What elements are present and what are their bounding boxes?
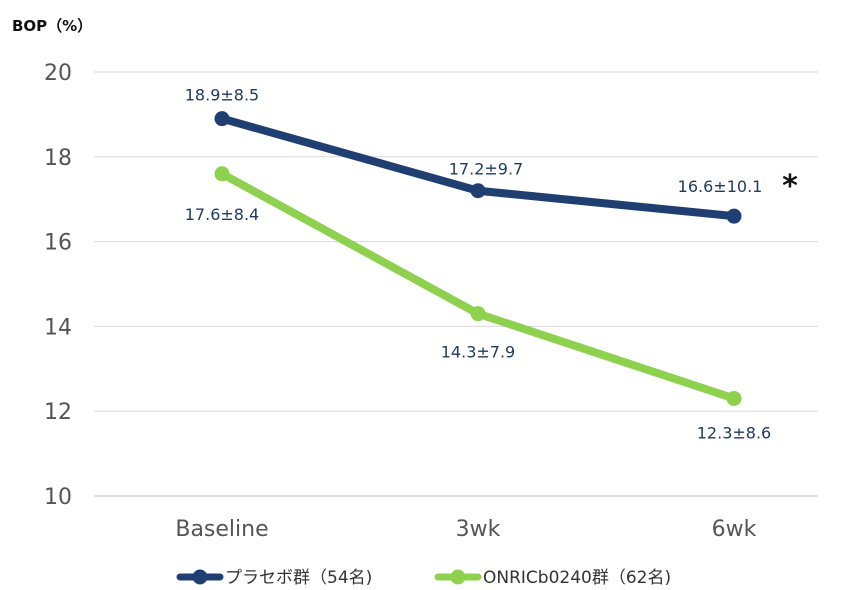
significance-asterisk: * bbox=[782, 169, 798, 204]
data-labels: 18.9±8.5 17.2±9.7 16.6±10.1 17.6±8.4 14.3±7.… bbox=[185, 86, 798, 443]
y-tick-label: 14 bbox=[44, 315, 72, 340]
y-tick-label: 12 bbox=[44, 400, 72, 425]
data-label: 18.9±8.5 bbox=[185, 86, 259, 105]
data-label: 12.3±8.6 bbox=[697, 423, 771, 442]
data-label: 16.6±10.1 bbox=[678, 177, 763, 196]
legend-label: ONRICb0240群（62名) bbox=[483, 568, 671, 588]
y-tick-label: 18 bbox=[44, 146, 72, 171]
data-label: 17.6±8.4 bbox=[185, 205, 259, 224]
y-tick-label: 16 bbox=[44, 231, 72, 256]
x-tick-label: 6wk bbox=[712, 517, 757, 542]
data-label: 14.3±7.9 bbox=[441, 343, 515, 362]
data-point-placebo bbox=[470, 183, 486, 199]
x-tick-label: Baseline bbox=[175, 517, 268, 542]
grid-lines bbox=[94, 71, 818, 497]
x-tick-label: 3wk bbox=[456, 517, 501, 542]
y-axis: 10 12 14 16 18 20 bbox=[44, 61, 72, 510]
data-point-placebo bbox=[726, 208, 742, 224]
legend: プラセボ群（54名) ONRICb0240群（62名) bbox=[176, 568, 671, 588]
legend-swatch-marker bbox=[450, 569, 466, 585]
data-point-onric bbox=[470, 306, 486, 322]
y-tick-label: 10 bbox=[44, 485, 72, 510]
data-label: 17.2±9.7 bbox=[449, 160, 523, 179]
legend-swatch-marker bbox=[192, 569, 208, 585]
data-point-onric bbox=[214, 166, 230, 182]
y-unit-label: BOP（%） bbox=[12, 17, 92, 35]
data-point-placebo bbox=[214, 111, 230, 127]
legend-label: プラセボ群（54名) bbox=[225, 568, 372, 588]
y-tick-label: 20 bbox=[44, 61, 72, 86]
data-point-onric bbox=[726, 390, 742, 406]
x-axis: Baseline 3wk 6wk bbox=[175, 517, 756, 542]
series-layer bbox=[214, 111, 742, 406]
